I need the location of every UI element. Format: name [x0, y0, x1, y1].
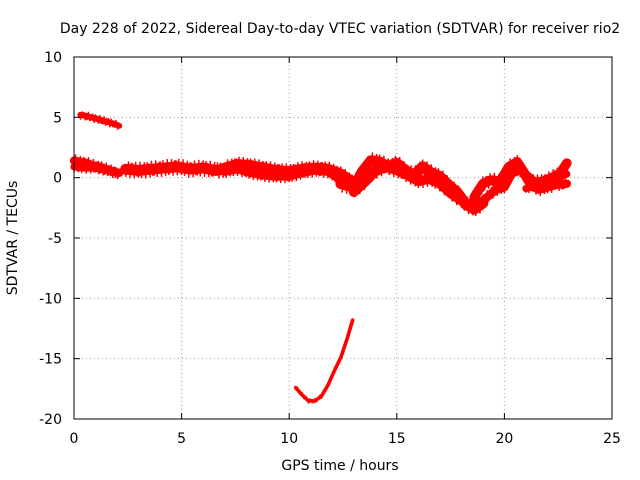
axis-ticks: 0 5 10 15 20 25 -20 -15 -10 -5 0 5 10	[39, 50, 621, 447]
y-tick-label: 5	[53, 110, 62, 126]
x-tick-label: 0	[70, 431, 79, 447]
grid-lines	[74, 57, 612, 419]
chart-title: Day 228 of 2022, Sidereal Day-to-day VTE…	[60, 21, 620, 37]
y-tick-label: -20	[39, 412, 62, 428]
data-series	[69, 111, 572, 404]
y-tick-label: -15	[39, 352, 62, 368]
x-axis-label: GPS time / hours	[281, 458, 398, 474]
y-tick-label: -10	[39, 291, 62, 307]
x-tick-label: 5	[177, 431, 186, 447]
series-track	[348, 159, 477, 213]
x-tick-label: 20	[495, 431, 513, 447]
series-track	[474, 164, 572, 209]
y-tick-label: -5	[48, 231, 62, 247]
series-track	[293, 318, 355, 404]
series-track	[522, 169, 571, 194]
series-track	[70, 161, 121, 179]
x-tick-label: 25	[603, 431, 621, 447]
series-track	[120, 158, 231, 179]
x-tick-label: 10	[280, 431, 298, 447]
x-tick-label: 15	[388, 431, 406, 447]
y-axis-label: SDTVAR / TECUs	[5, 181, 21, 296]
y-tick-label: 10	[44, 50, 62, 66]
y-tick-label: 0	[53, 171, 62, 187]
series-track	[77, 111, 123, 130]
